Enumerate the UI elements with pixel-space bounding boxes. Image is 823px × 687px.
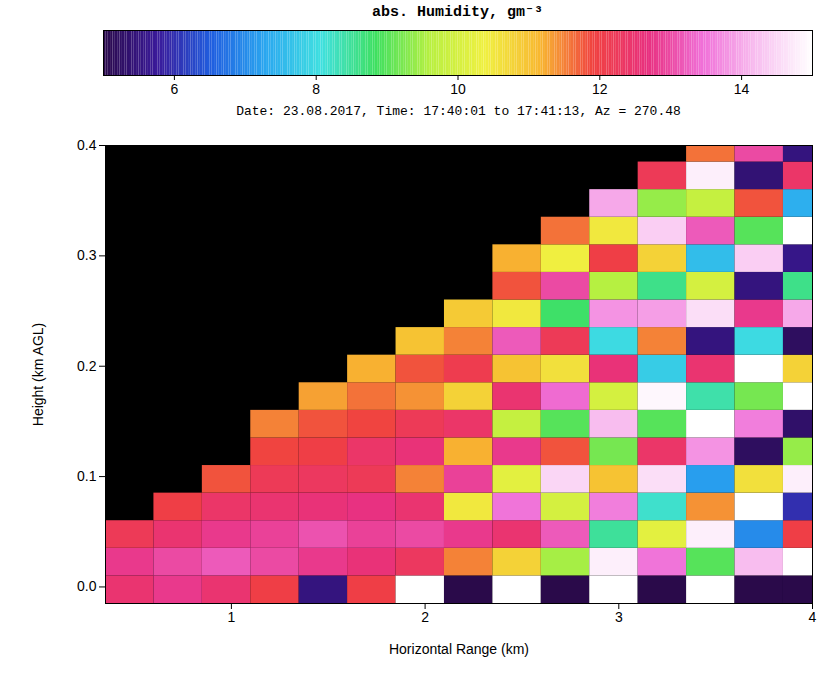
svg-text:0.3: 0.3 [77,247,97,263]
svg-text:0.4: 0.4 [77,137,97,153]
svg-text:1: 1 [228,609,236,625]
svg-text:3: 3 [615,609,623,625]
svg-text:4: 4 [809,609,817,625]
svg-text:0.1: 0.1 [77,468,97,484]
svg-text:2: 2 [421,609,429,625]
svg-text:10: 10 [450,81,466,97]
svg-text:14: 14 [734,81,750,97]
html-text:abs. Humidity, gm⁻³: abs. Humidity, gm⁻³ [372,4,543,21]
svg-text:8: 8 [312,81,320,97]
svg-text:0.0: 0.0 [77,578,97,594]
html-text:Date: 23.08.2017, Time: 17:40:: Date: 23.08.2017, Time: 17:40:01 to 17:4… [236,104,681,119]
svg-text:6: 6 [171,81,179,97]
svg-text:Height (km AGL): Height (km AGL) [30,323,46,426]
svg-text:0.2: 0.2 [77,358,97,374]
svg-text:Horizontal Range (km): Horizontal Range (km) [389,641,529,657]
svg-text:12: 12 [592,81,608,97]
